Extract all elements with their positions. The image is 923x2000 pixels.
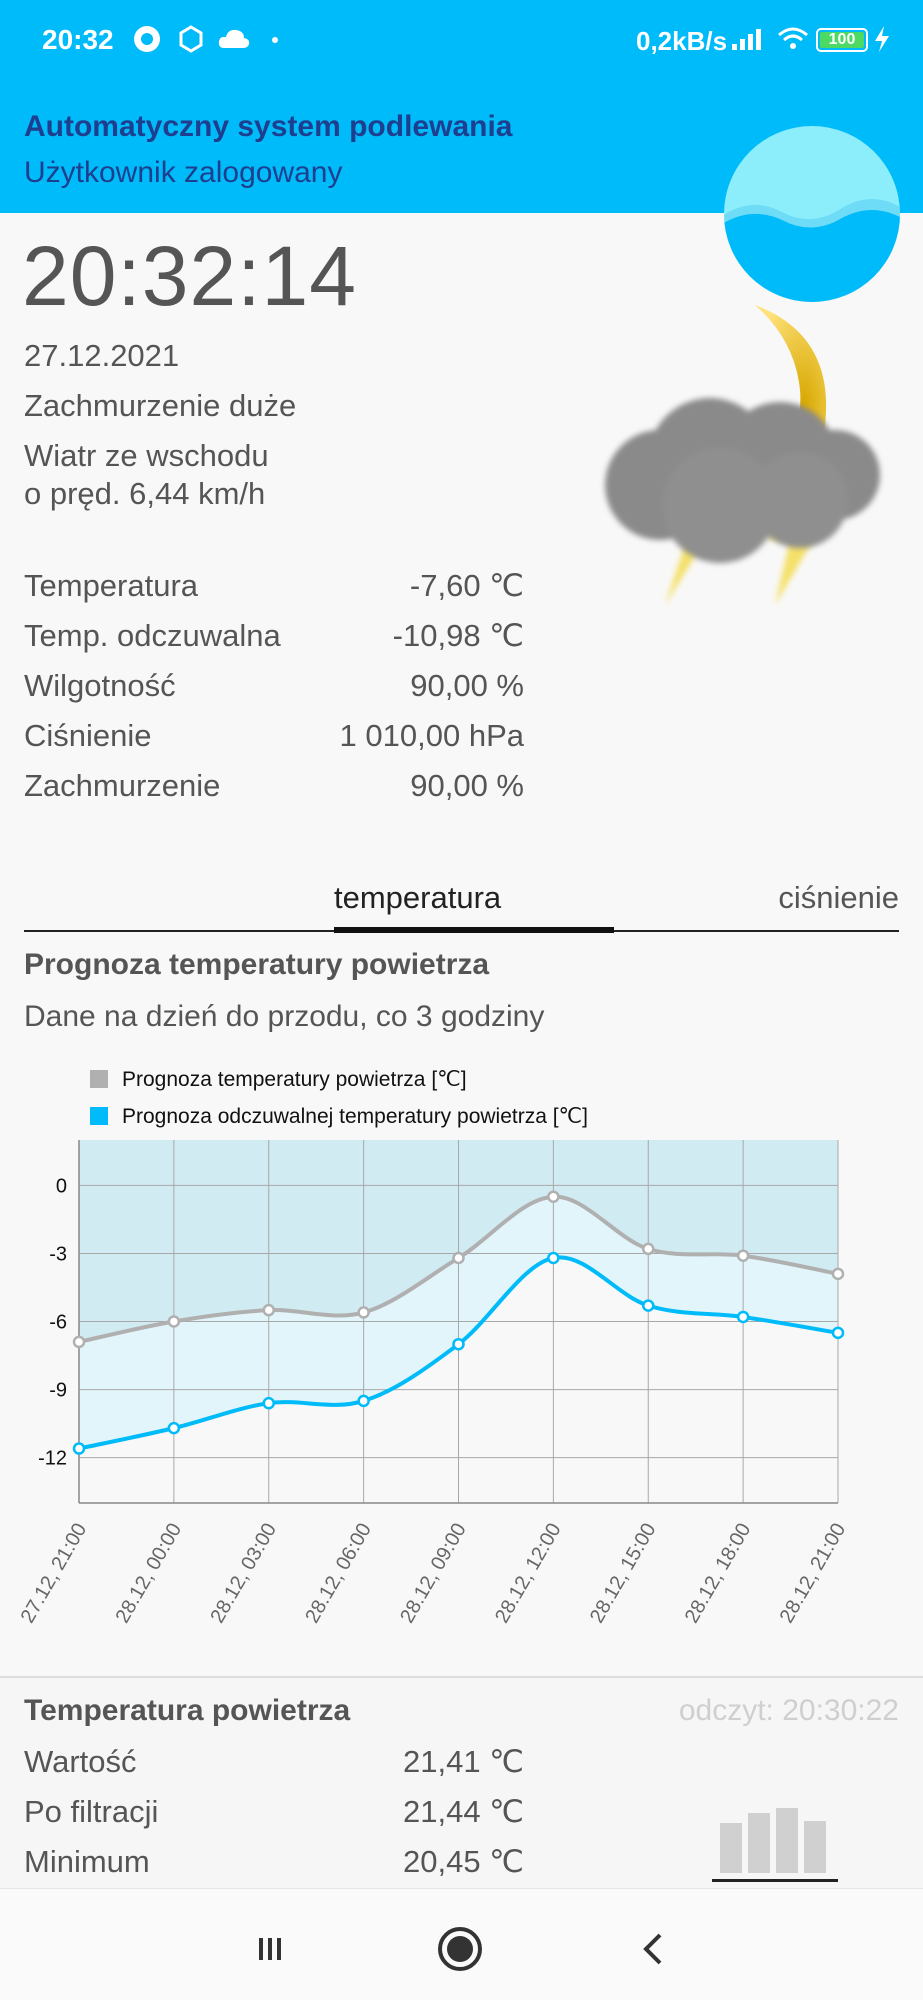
data-point [167,1315,181,1328]
reading-time: odczyt: 20:30:22 [678,1694,899,1727]
dot-icon [272,37,278,43]
legend-label: Prognoza odczuwalnej temperatury powietr… [122,1105,588,1128]
reading-label: Wartość [24,1744,137,1779]
reading-row-minimum: Minimum 20,45 ℃ [24,1844,524,1894]
data-point [547,1190,560,1203]
x-tick-label: 28.12, 09:00 [396,1520,471,1627]
x-tick-label: 28.12, 12:00 [491,1520,566,1627]
tab-pressure[interactable]: ciśnienie [778,880,899,915]
data-point [167,1421,181,1435]
app-title: Automatyczny system podlewania [24,110,513,143]
data-point [736,1249,750,1262]
reading-value: 21,41 ℃ [402,1744,524,1779]
wind-direction: Wiatr ze wschodu [24,438,269,473]
data-point [262,1303,275,1317]
temperature-forecast-chart: Prognoza temperatury powietrza [℃] Progno… [17,1068,851,1627]
legend-swatch [90,1107,108,1125]
data-point [642,1299,655,1312]
legend-label: Prognoza temperatury powietrza [℃] [122,1068,467,1091]
water-logo-icon [724,126,900,302]
reading-row-value: Wartość 21,41 ℃ [24,1744,524,1794]
param-row-pressure: Ciśnienie 1 010,00 hPa [24,718,524,768]
status-bar: 20:32 0,2kB/s 100 [0,0,923,82]
sensor-reading-panel: Temperatura powietrza odczyt: 20:30:22 W… [0,1678,923,1888]
x-tick-label: 28.12, 21:00 [776,1520,851,1627]
reading-title: Temperatura powietrza [24,1694,351,1727]
legend-swatch [90,1070,108,1088]
y-tick-label: 0 [56,1175,67,1197]
back-icon[interactable] [624,1919,684,1979]
weather-parameters: Temperatura -7,60 ℃ Temp. odczuwalna -10… [24,568,524,818]
data-point [831,1326,845,1340]
wifi-icon [778,27,808,49]
param-value: 1 010,00 hPa [339,718,524,753]
cloud-icon [218,29,250,48]
data-point [452,1251,465,1265]
status-time: 20:32 [42,24,114,55]
param-value: 90,00 % [410,668,524,703]
param-value: 90,00 % [410,768,524,803]
param-row-cloudiness: Zachmurzenie 90,00 % [24,768,524,818]
data-point [831,1267,845,1281]
data-point [357,1306,370,1319]
param-row-temperature: Temperatura -7,60 ℃ [24,568,524,618]
tab-indicator [334,927,614,933]
forecast-subtitle: Dane na dzień do przodu, co 3 godziny [24,1000,545,1033]
forecast-title: Prognoza temperatury powietrza [24,948,490,981]
y-tick-label: -3 [49,1243,67,1265]
battery-icon: 100 [816,28,868,52]
weather-description: Zachmurzenie duże [24,388,297,423]
recent-apps-icon[interactable] [240,1919,300,1979]
param-row-humidity: Wilgotność 90,00 % [24,668,524,718]
param-label: Temperatura [24,568,199,603]
data-point [642,1242,655,1256]
bar-chart-icon[interactable] [710,1788,840,1888]
data-point [262,1396,275,1410]
wind-speed: o pręd. 6,44 km/h [24,476,266,511]
param-label: Zachmurzenie [24,768,221,803]
reading-label: Minimum [24,1844,150,1879]
reading-value: 21,44 ℃ [402,1794,524,1829]
x-tick-label: 28.12, 00:00 [112,1520,187,1627]
y-tick-label: -12 [38,1448,67,1470]
battery-level: 100 [820,32,864,48]
data-point [72,1442,86,1455]
x-tick-label: 28.12, 15:00 [586,1520,661,1627]
x-tick-label: 28.12, 18:00 [681,1520,756,1627]
system-nav-bar [0,1888,923,2000]
night-thunderstorm-icon [605,305,880,605]
current-date: 27.12.2021 [24,338,180,373]
x-tick-label: 27.12, 21:00 [17,1520,92,1627]
param-label: Wilgotność [24,668,176,703]
tab-temperature[interactable]: temperatura [334,880,502,915]
data-point [357,1394,370,1408]
y-tick-label: -9 [49,1380,67,1402]
x-tick-label: 28.12, 06:00 [301,1520,376,1627]
reading-label: Po filtracji [24,1794,159,1829]
app-badge-icon [134,26,160,52]
data-point [452,1337,465,1351]
param-label: Temp. odczuwalna [24,618,281,653]
chart-tabs: temperatura ciśnienie [24,870,899,933]
param-value: -7,60 ℃ [409,568,524,603]
data-point [547,1251,560,1265]
param-value: -10,98 ℃ [392,618,524,653]
home-icon[interactable] [430,1919,490,1979]
current-clock: 20:32:14 [22,229,357,323]
x-tick-label: 28.12, 03:00 [206,1520,281,1627]
reading-value: 20,45 ℃ [402,1844,524,1879]
charging-icon [875,26,889,52]
data-point [72,1335,86,1349]
section-divider [0,1676,923,1678]
y-tick-label: -6 [49,1312,67,1334]
hexagon-icon [179,25,203,53]
param-row-feels-like: Temp. odczuwalna -10,98 ℃ [24,618,524,668]
data-point [736,1310,750,1324]
network-speed: 0,2kB/s [636,26,728,56]
reading-row-filtered: Po filtracji 21,44 ℃ [24,1794,524,1844]
login-status: Użytkownik zalogowany [24,156,343,189]
param-label: Ciśnienie [24,718,152,753]
signal-icon [732,29,761,50]
